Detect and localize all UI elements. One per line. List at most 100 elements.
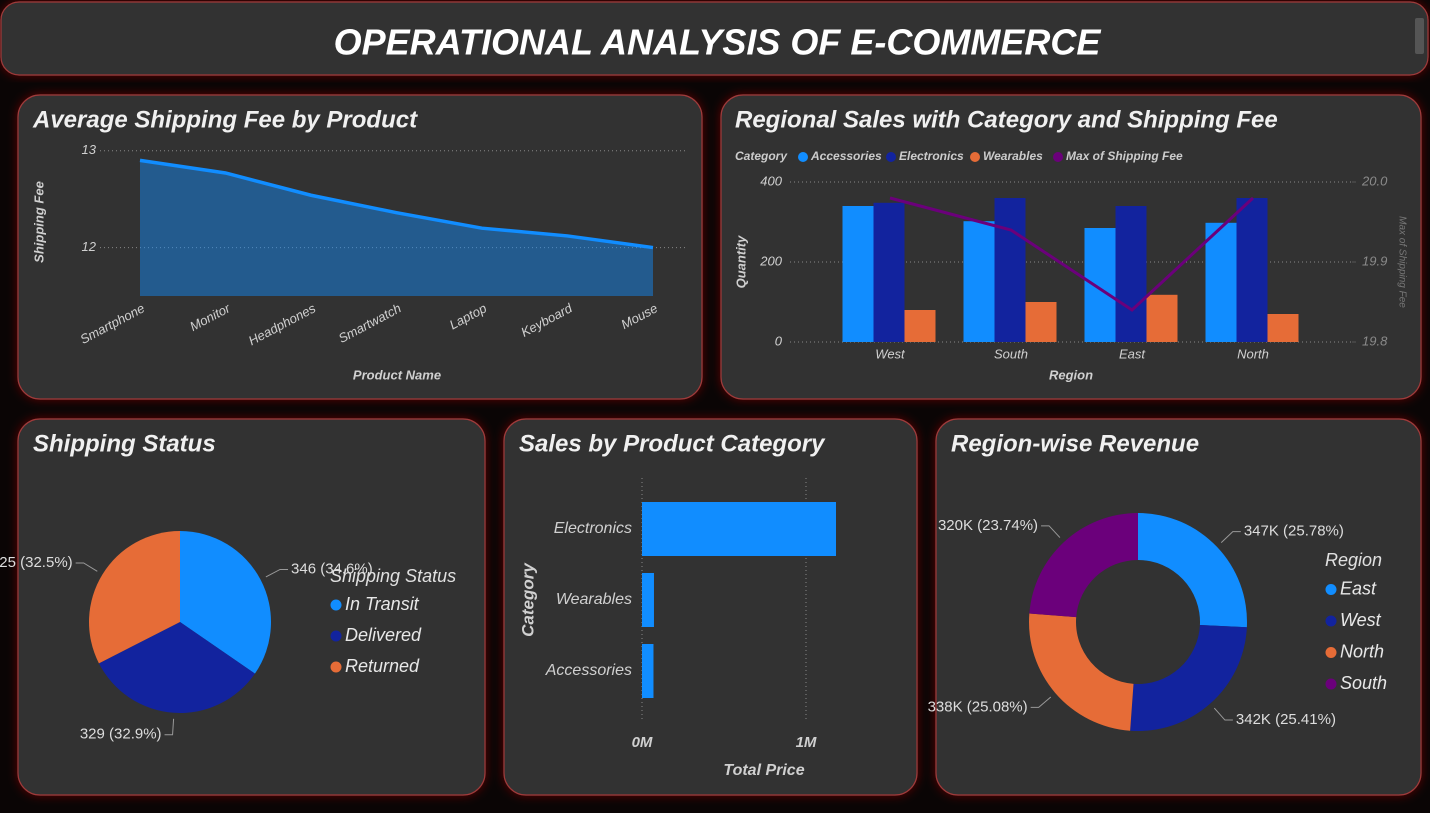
scrollbar[interactable] xyxy=(1415,18,1424,54)
leader-line xyxy=(265,568,289,578)
y2-tick-label: 19.8 xyxy=(1362,333,1388,348)
pie-slice xyxy=(180,531,271,674)
legend-label: South xyxy=(1340,673,1387,693)
legend-label: North xyxy=(1340,641,1384,661)
y-axis-label: Category xyxy=(518,562,537,637)
data-label: 347K (25.78%) xyxy=(1244,523,1344,540)
x-tick-label: North xyxy=(1237,346,1269,361)
x-tick-label: 0M xyxy=(632,734,653,751)
bar xyxy=(1267,314,1299,342)
donut-segment xyxy=(1130,624,1247,731)
bar xyxy=(1146,294,1178,342)
x-tick-label: West xyxy=(875,346,906,361)
leader-line xyxy=(1041,525,1061,538)
legend-title: Region xyxy=(1325,550,1382,570)
data-label: 338K (25.08%) xyxy=(928,698,1028,715)
legend-marker xyxy=(1325,615,1337,627)
donut-segment xyxy=(1029,513,1138,618)
y-axis-label: Quantity xyxy=(733,235,748,288)
bar xyxy=(963,221,995,342)
pie-slice xyxy=(89,531,180,664)
leader-line xyxy=(1220,531,1241,544)
pie-slice xyxy=(98,622,255,713)
bar xyxy=(1084,228,1116,342)
legend-marker xyxy=(330,661,342,673)
line xyxy=(889,196,1255,312)
legend-title: Category xyxy=(735,149,788,163)
leader-line xyxy=(1030,696,1052,708)
bar xyxy=(642,502,837,556)
legend-marker xyxy=(330,599,342,611)
legend-marker xyxy=(1325,647,1337,658)
bar xyxy=(642,573,654,627)
panel xyxy=(720,94,1422,400)
dashboard-title: OPERATIONAL ANALYSIS OF E-COMMERCE xyxy=(334,22,1102,63)
y-tick-label: 400 xyxy=(760,173,782,188)
legend-label: Returned xyxy=(345,656,420,676)
bar xyxy=(842,206,874,342)
bar xyxy=(994,198,1026,342)
legend-label: East xyxy=(1340,578,1377,598)
legend-label: Electronics xyxy=(899,149,964,163)
bar xyxy=(1025,302,1057,342)
chart-title: Shipping Status xyxy=(33,430,216,457)
x-axis-label: Total Price xyxy=(723,762,804,779)
legend-marker xyxy=(886,152,896,162)
data-label: 346 (34.6%) xyxy=(291,560,373,577)
x-tick-label: East xyxy=(1119,346,1146,361)
data-label: 342K (25.41%) xyxy=(1236,711,1336,728)
legend-label: Wearables xyxy=(983,149,1043,163)
bar xyxy=(642,644,654,698)
x-axis-label: Product Name xyxy=(353,367,441,382)
legend-label: In Transit xyxy=(345,594,420,614)
data-label: 329 (32.9%) xyxy=(80,726,162,743)
y-tick-label: Electronics xyxy=(554,520,632,537)
x-tick-label: South xyxy=(994,346,1028,361)
y-axis-label: Shipping Fee xyxy=(31,181,46,263)
leader-line xyxy=(1213,707,1233,721)
legend-marker xyxy=(1325,584,1337,595)
panel xyxy=(17,94,703,400)
y-tick-label: 12 xyxy=(82,239,97,254)
chart-title: Regional Sales with Category and Shippin… xyxy=(735,106,1278,133)
header-panel xyxy=(0,1,1429,76)
y2-tick-label: 20.0 xyxy=(1361,173,1388,188)
bar xyxy=(1205,222,1237,342)
donut-segment xyxy=(1138,513,1248,628)
bar xyxy=(904,310,936,342)
donut-segment xyxy=(1029,613,1134,731)
y2-tick-label: 19.9 xyxy=(1362,253,1387,268)
chart-title: Average Shipping Fee by Product xyxy=(32,106,418,133)
legend-label: Accessories xyxy=(810,149,882,163)
y-tick-label: Wearables xyxy=(556,591,632,608)
legend-marker xyxy=(798,152,808,162)
x-tick-label: 1M xyxy=(796,734,817,751)
y-tick-label: 200 xyxy=(759,253,782,268)
panel xyxy=(935,418,1422,796)
y-tick-label: 0 xyxy=(775,333,783,348)
bar xyxy=(1115,206,1147,342)
data-label: 320K (23.74%) xyxy=(938,517,1038,534)
bar xyxy=(1236,198,1268,342)
chart-title: Sales by Product Category xyxy=(519,430,826,457)
legend-marker xyxy=(1325,678,1337,690)
legend-marker xyxy=(1053,152,1063,162)
y-tick-label: Accessories xyxy=(545,662,632,679)
legend-title: Shipping Status xyxy=(330,566,456,586)
leader-line xyxy=(75,562,98,572)
bar xyxy=(873,202,905,342)
legend-label: Max of Shipping Fee xyxy=(1066,149,1183,163)
legend-label: Delivered xyxy=(345,625,422,645)
leader-line xyxy=(164,718,175,736)
y-tick-label: 13 xyxy=(82,142,97,157)
legend-marker xyxy=(330,630,342,642)
data-label: 325 (32.5%) xyxy=(0,554,73,571)
area-fill xyxy=(140,160,653,296)
chart-title: Region-wise Revenue xyxy=(951,430,1199,457)
legend-marker xyxy=(970,152,980,162)
line xyxy=(139,158,654,250)
legend-label: West xyxy=(1340,610,1382,630)
x-axis-label: Region xyxy=(1049,367,1093,382)
y2-axis-label: Max of Shipping Fee xyxy=(1396,216,1407,308)
